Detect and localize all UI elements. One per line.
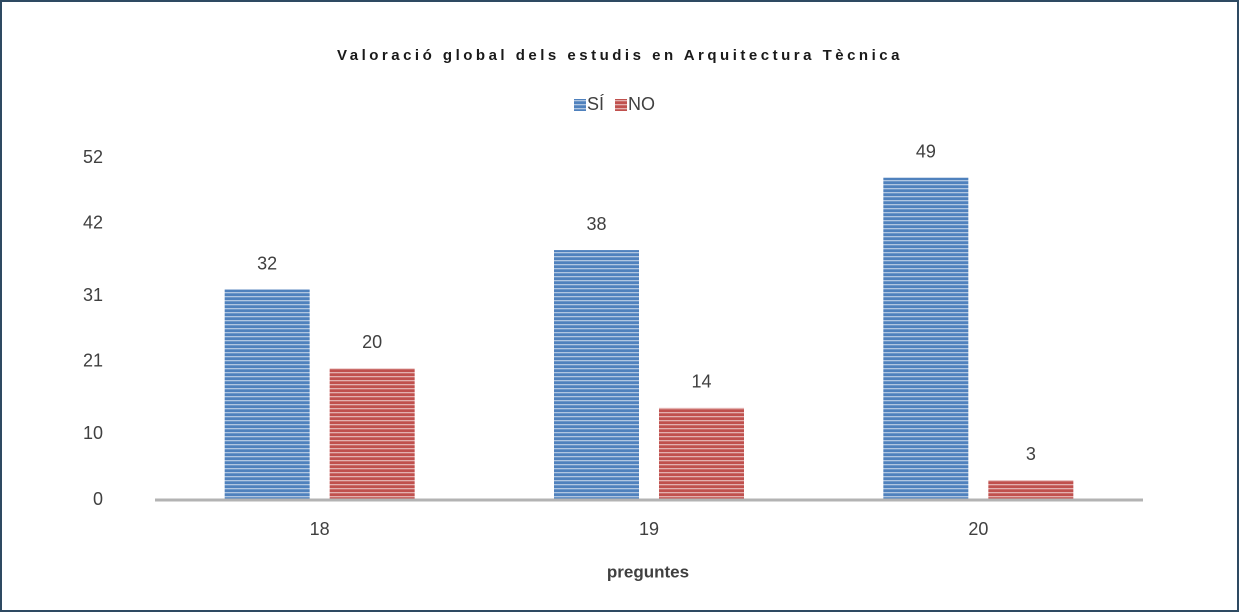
legend-label: SÍ	[587, 94, 604, 114]
legend: SÍ NO	[574, 94, 655, 114]
y-tick-label: 42	[83, 213, 103, 233]
data-label: 49	[916, 141, 936, 161]
y-tick-label: 31	[83, 285, 103, 305]
y-tick-label: 52	[83, 147, 103, 167]
x-tick-label: 19	[639, 519, 659, 539]
bar	[554, 250, 639, 500]
chart-title: Valoració global dels estudis en Arquite…	[337, 47, 903, 64]
legend-label: NO	[628, 94, 655, 114]
bar	[659, 407, 744, 500]
legend-swatch	[574, 99, 586, 111]
data-label: 32	[257, 253, 277, 273]
data-label: 3	[1026, 444, 1036, 464]
bar	[988, 480, 1074, 500]
legend-swatch	[615, 99, 628, 111]
x-tick-label: 20	[968, 519, 988, 539]
y-tick-label: 10	[83, 423, 103, 443]
bar	[329, 368, 415, 500]
bar	[224, 289, 310, 500]
x-tick-label: 18	[310, 519, 330, 539]
x-axis-title: preguntes	[607, 562, 689, 581]
data-label: 20	[362, 332, 382, 352]
bar	[883, 177, 969, 500]
y-tick-label: 0	[93, 489, 103, 509]
data-label: 14	[691, 372, 711, 392]
data-label: 38	[586, 214, 606, 234]
y-tick-label: 21	[83, 351, 103, 371]
